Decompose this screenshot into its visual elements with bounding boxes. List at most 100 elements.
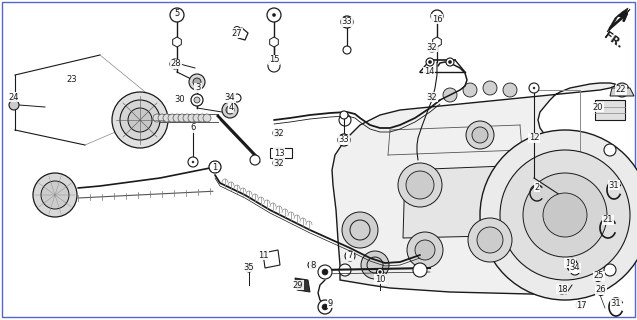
Circle shape bbox=[188, 114, 196, 122]
Circle shape bbox=[378, 271, 382, 273]
Circle shape bbox=[407, 232, 443, 268]
Text: 26: 26 bbox=[596, 285, 606, 294]
Text: 32: 32 bbox=[274, 158, 284, 167]
Circle shape bbox=[431, 46, 434, 50]
Text: 29: 29 bbox=[293, 281, 303, 290]
Text: 5: 5 bbox=[175, 10, 180, 19]
Circle shape bbox=[163, 114, 171, 122]
Circle shape bbox=[604, 144, 616, 156]
Polygon shape bbox=[270, 148, 292, 158]
Circle shape bbox=[339, 114, 351, 126]
Circle shape bbox=[178, 114, 186, 122]
Circle shape bbox=[480, 130, 637, 300]
Circle shape bbox=[345, 251, 355, 261]
Circle shape bbox=[193, 78, 201, 86]
Polygon shape bbox=[595, 100, 625, 120]
Circle shape bbox=[273, 159, 281, 167]
Circle shape bbox=[342, 212, 378, 248]
Circle shape bbox=[273, 129, 281, 137]
Circle shape bbox=[41, 181, 69, 209]
Text: 15: 15 bbox=[269, 55, 279, 65]
Polygon shape bbox=[332, 83, 620, 295]
Text: 2: 2 bbox=[534, 182, 540, 191]
Circle shape bbox=[483, 81, 497, 95]
Text: 31: 31 bbox=[609, 180, 619, 189]
Circle shape bbox=[226, 106, 234, 114]
Circle shape bbox=[275, 132, 278, 135]
Text: 34: 34 bbox=[569, 263, 580, 273]
Circle shape bbox=[349, 255, 351, 257]
Circle shape bbox=[153, 114, 161, 122]
Circle shape bbox=[190, 159, 196, 164]
Circle shape bbox=[413, 263, 427, 277]
Circle shape bbox=[245, 264, 253, 272]
Text: 33: 33 bbox=[339, 135, 349, 145]
Circle shape bbox=[173, 11, 181, 19]
Circle shape bbox=[428, 93, 436, 101]
Circle shape bbox=[175, 13, 178, 17]
Circle shape bbox=[214, 166, 216, 168]
Circle shape bbox=[348, 253, 352, 259]
Circle shape bbox=[33, 173, 77, 217]
Text: 27: 27 bbox=[232, 28, 242, 37]
Text: 31: 31 bbox=[611, 299, 621, 308]
Circle shape bbox=[222, 102, 238, 118]
Polygon shape bbox=[295, 278, 310, 292]
Circle shape bbox=[531, 85, 536, 91]
Circle shape bbox=[468, 218, 512, 262]
Circle shape bbox=[436, 15, 438, 17]
Text: 10: 10 bbox=[375, 275, 385, 284]
Polygon shape bbox=[607, 8, 630, 32]
Circle shape bbox=[463, 83, 477, 97]
Text: 23: 23 bbox=[67, 76, 77, 84]
Circle shape bbox=[594, 275, 601, 282]
Circle shape bbox=[398, 163, 442, 207]
Text: 1: 1 bbox=[212, 163, 218, 172]
Polygon shape bbox=[610, 88, 634, 96]
Circle shape bbox=[212, 164, 218, 170]
Text: 13: 13 bbox=[274, 148, 284, 157]
Circle shape bbox=[188, 157, 198, 167]
Circle shape bbox=[9, 100, 19, 110]
Text: 19: 19 bbox=[565, 259, 575, 268]
Text: 33: 33 bbox=[341, 18, 352, 27]
Circle shape bbox=[273, 13, 276, 17]
Text: 7: 7 bbox=[347, 252, 353, 260]
Circle shape bbox=[578, 303, 582, 307]
Circle shape bbox=[446, 58, 454, 66]
Circle shape bbox=[503, 83, 517, 97]
Circle shape bbox=[599, 291, 603, 293]
Text: 32: 32 bbox=[427, 43, 438, 52]
Circle shape bbox=[346, 21, 348, 23]
Circle shape bbox=[322, 304, 328, 310]
Circle shape bbox=[561, 288, 564, 292]
Circle shape bbox=[500, 150, 630, 280]
Circle shape bbox=[192, 161, 194, 163]
Circle shape bbox=[448, 60, 452, 64]
Text: 8: 8 bbox=[310, 260, 316, 269]
Circle shape bbox=[415, 240, 435, 260]
Text: 34: 34 bbox=[225, 93, 235, 102]
Text: FR.: FR. bbox=[602, 30, 624, 50]
Text: 20: 20 bbox=[593, 102, 603, 111]
Circle shape bbox=[203, 114, 211, 122]
Circle shape bbox=[434, 13, 440, 19]
Circle shape bbox=[604, 264, 616, 276]
Polygon shape bbox=[263, 250, 280, 268]
Circle shape bbox=[533, 87, 535, 89]
Circle shape bbox=[233, 94, 241, 102]
Circle shape bbox=[543, 193, 587, 237]
Text: 16: 16 bbox=[432, 14, 442, 23]
Circle shape bbox=[158, 114, 166, 122]
Circle shape bbox=[428, 44, 436, 52]
Text: 6: 6 bbox=[190, 124, 196, 132]
Polygon shape bbox=[403, 165, 532, 238]
Circle shape bbox=[193, 114, 201, 122]
Circle shape bbox=[234, 27, 241, 34]
Text: 9: 9 bbox=[327, 299, 333, 308]
Circle shape bbox=[558, 286, 566, 294]
Circle shape bbox=[361, 251, 389, 279]
Text: 11: 11 bbox=[258, 251, 268, 260]
Circle shape bbox=[367, 257, 383, 273]
Text: 17: 17 bbox=[576, 300, 586, 309]
